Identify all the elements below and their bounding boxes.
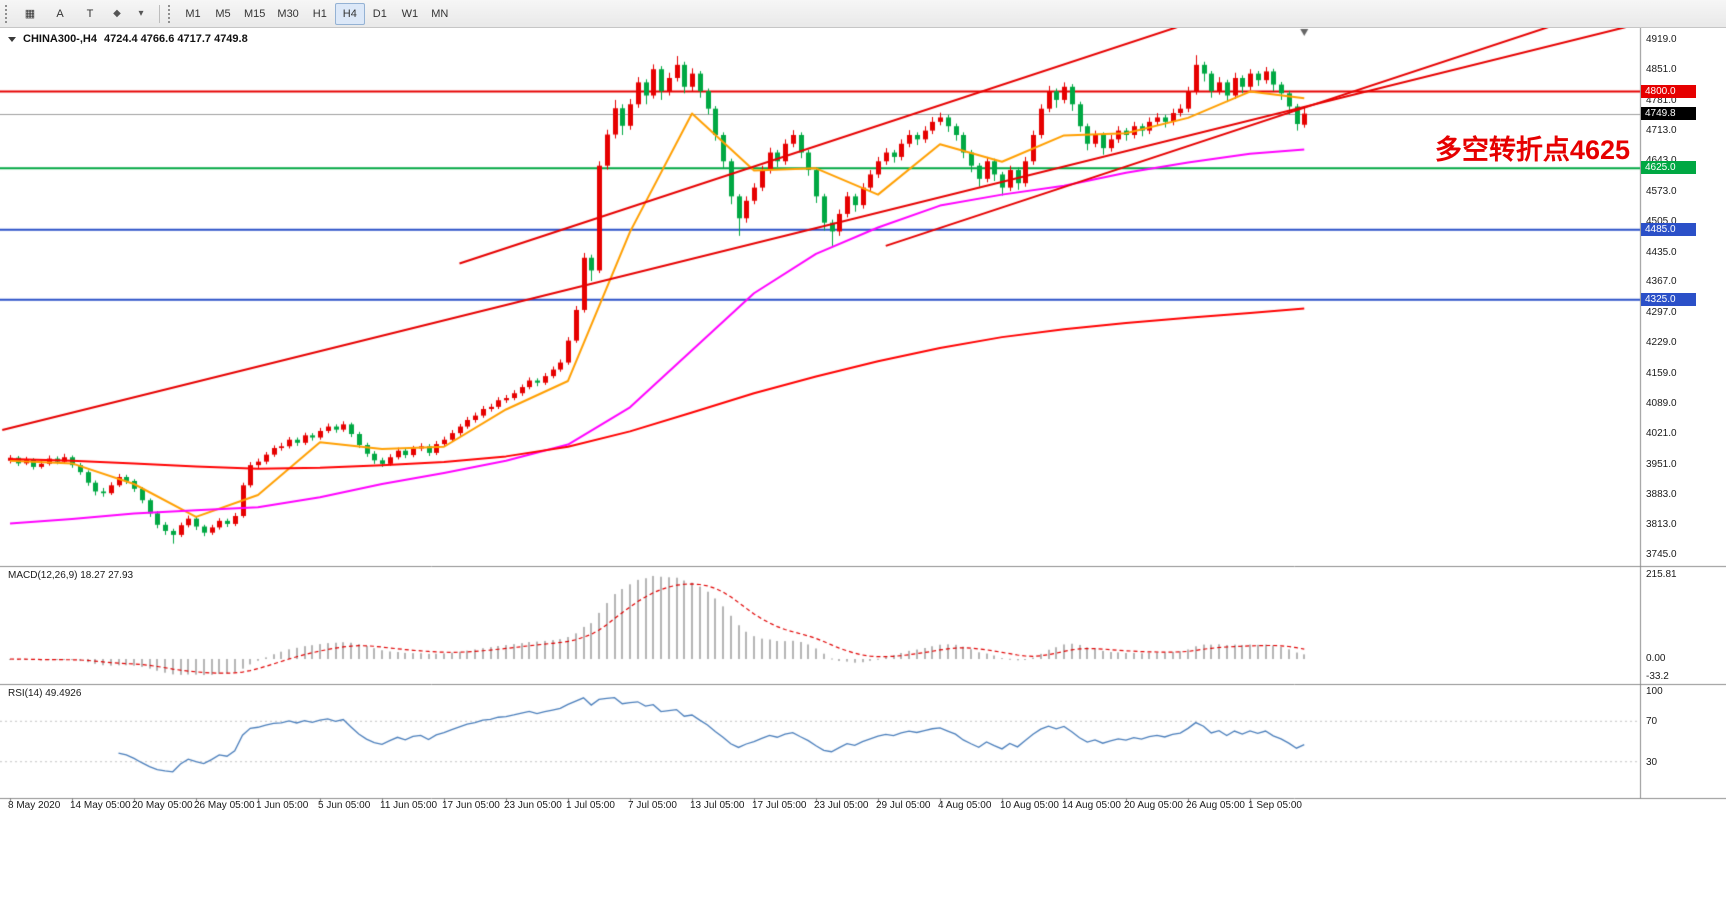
price-axis-label: 3745.0 (1646, 549, 1677, 560)
macd-indicator-label: MACD(12,26,9) 18.27 27.93 (8, 570, 133, 581)
price-axis-label: 4781.0 (1646, 95, 1677, 106)
macd-main-value: 18.27 (80, 570, 106, 581)
toolbar: ▦ A T ◆ ▾ M1 M5 M15 M30 H1 H4 D1 W1 MN (0, 0, 1726, 28)
price-line-badge: 4485.0 (1641, 223, 1696, 236)
price-axis-label: 4713.0 (1646, 125, 1677, 136)
timeframe-button-h4[interactable]: H4 (334, 2, 365, 25)
time-axis-label: 14 May 05:00 (70, 800, 131, 811)
time-axis-label: 1 Jun 05:00 (256, 800, 309, 811)
time-axis-label: 5 Jun 05:00 (318, 800, 371, 811)
time-axis-label: 8 May 2020 (8, 800, 61, 811)
price-axis[interactable]: 215.81 0.00 -33.2 4919.0 4851.0 4781.0 4713… (1640, 28, 1726, 798)
timeframe-button-h1[interactable]: H1 (312, 7, 327, 20)
timeframe-button-m1[interactable]: M1 (185, 7, 201, 20)
price-axis-label: 4643.0 (1646, 155, 1677, 166)
drawing-tools-group: ▦ A T ◆ ▾ (15, 3, 153, 25)
price-axis-label: 4851.0 (1646, 64, 1677, 75)
time-axis-label: 17 Jul 05:00 (752, 800, 807, 811)
price-axis-label: 4505.0 (1646, 216, 1677, 227)
timeframe-button-m5[interactable]: M5 (215, 7, 231, 20)
price-line-badge: 4325.0 (1641, 293, 1696, 306)
chart-title: CHINA300-,H4 4724.4 4766.6 4717.7 4749.8 (8, 33, 248, 45)
grid-tool-icon[interactable]: ▦ (24, 8, 36, 20)
price-axis-label: 4367.0 (1646, 276, 1677, 287)
time-axis-label: 23 Jul 05:00 (814, 800, 869, 811)
objects-tool-icon[interactable]: ◆ (113, 8, 121, 19)
time-axis-label: 4 Aug 05:00 (938, 800, 992, 811)
timeframe-button-m15[interactable]: M15 (244, 7, 266, 20)
timeframe-toolbar-grip[interactable] (168, 4, 173, 23)
chart-annotation-text[interactable]: 多空转折点4625 (1434, 135, 1630, 165)
price-axis-label: 4919.0 (1646, 34, 1677, 45)
symbol-period-label: CHINA300-,H4 (23, 33, 97, 45)
timeframe-button-m30[interactable]: M30 (277, 7, 299, 20)
bid-price-badge: 4749.8 (1641, 107, 1696, 120)
rsi-indicator-label: RSI(14) 49.4926 (8, 688, 81, 699)
timeframe-button-w1[interactable]: W1 (401, 7, 419, 20)
time-axis-label: 11 Jun 05:00 (380, 800, 438, 811)
price-axis-label: 4229.0 (1646, 337, 1677, 348)
price-line-badge: 4625.0 (1641, 161, 1696, 174)
time-axis-label: 7 Jul 05:00 (628, 800, 677, 811)
price-line-badge: 4800.0 (1641, 85, 1696, 98)
rsi-axis-label: 30 (1646, 757, 1658, 768)
time-axis-label: 23 Jun 05:00 (504, 800, 562, 811)
rsi-value: 49.4926 (45, 688, 82, 699)
time-axis-label: 29 Jul 05:00 (876, 800, 931, 811)
time-axis-label: 20 Aug 05:00 (1124, 800, 1183, 811)
time-axis-label: 17 Jun 05:00 (442, 800, 500, 811)
price-axis-label: 3951.0 (1646, 459, 1677, 470)
time-axis[interactable]: 8 May 2020 14 May 05:00 20 May 05:00 26 May… (0, 798, 1726, 816)
ohlc-values: 4724.4 4766.6 4717.7 4749.8 (103, 33, 248, 45)
macd-axis-min: -33.2 (1646, 671, 1669, 682)
toolbar-separator (159, 4, 160, 23)
price-axis-label: 4021.0 (1646, 428, 1677, 439)
rsi-name: RSI(14) (8, 688, 43, 699)
price-axis-label: 4159.0 (1646, 368, 1677, 379)
toolbar-grip[interactable] (5, 4, 10, 23)
macd-axis-zero: 0.00 (1646, 653, 1666, 664)
objects-dropdown-icon[interactable]: ▾ (138, 8, 144, 19)
price-axis-label: 4435.0 (1646, 247, 1677, 258)
price-axis-label: 4089.0 (1646, 398, 1677, 409)
price-chart-canvas[interactable] (0, 28, 1726, 899)
symbol-dropdown-icon[interactable] (8, 36, 16, 42)
price-axis-label: 4573.0 (1646, 186, 1677, 197)
time-axis-label: 10 Aug 05:00 (1000, 800, 1059, 811)
time-axis-label: 1 Sep 05:00 (1248, 800, 1302, 811)
macd-axis-max: 215.81 (1646, 569, 1677, 580)
macd-name: MACD(12,26,9) (8, 570, 78, 581)
timeframe-button-mn[interactable]: MN (431, 7, 449, 20)
text-label-tool-icon[interactable]: A (56, 7, 64, 20)
time-axis-label: 26 May 05:00 (194, 800, 255, 811)
time-axis-label: 14 Aug 05:00 (1062, 800, 1121, 811)
rsi-axis-label: 70 (1646, 716, 1658, 727)
price-axis-label: 3813.0 (1646, 519, 1677, 530)
price-axis-label: 4297.0 (1646, 307, 1677, 318)
rsi-axis-label: 100 (1646, 686, 1663, 697)
time-axis-label: 1 Jul 05:00 (566, 800, 615, 811)
price-axis-label: 3883.0 (1646, 489, 1677, 500)
macd-signal-value: 27.93 (108, 570, 134, 581)
time-axis-label: 20 May 05:00 (132, 800, 193, 811)
timeframe-button-d1[interactable]: D1 (372, 7, 387, 20)
time-axis-label: 26 Aug 05:00 (1186, 800, 1245, 811)
text-tool-icon[interactable]: T (86, 7, 94, 20)
timeframe-group: M1 M5 M15 M30 H1 H4 D1 W1 MN (178, 2, 455, 25)
time-axis-label: 13 Jul 05:00 (690, 800, 745, 811)
